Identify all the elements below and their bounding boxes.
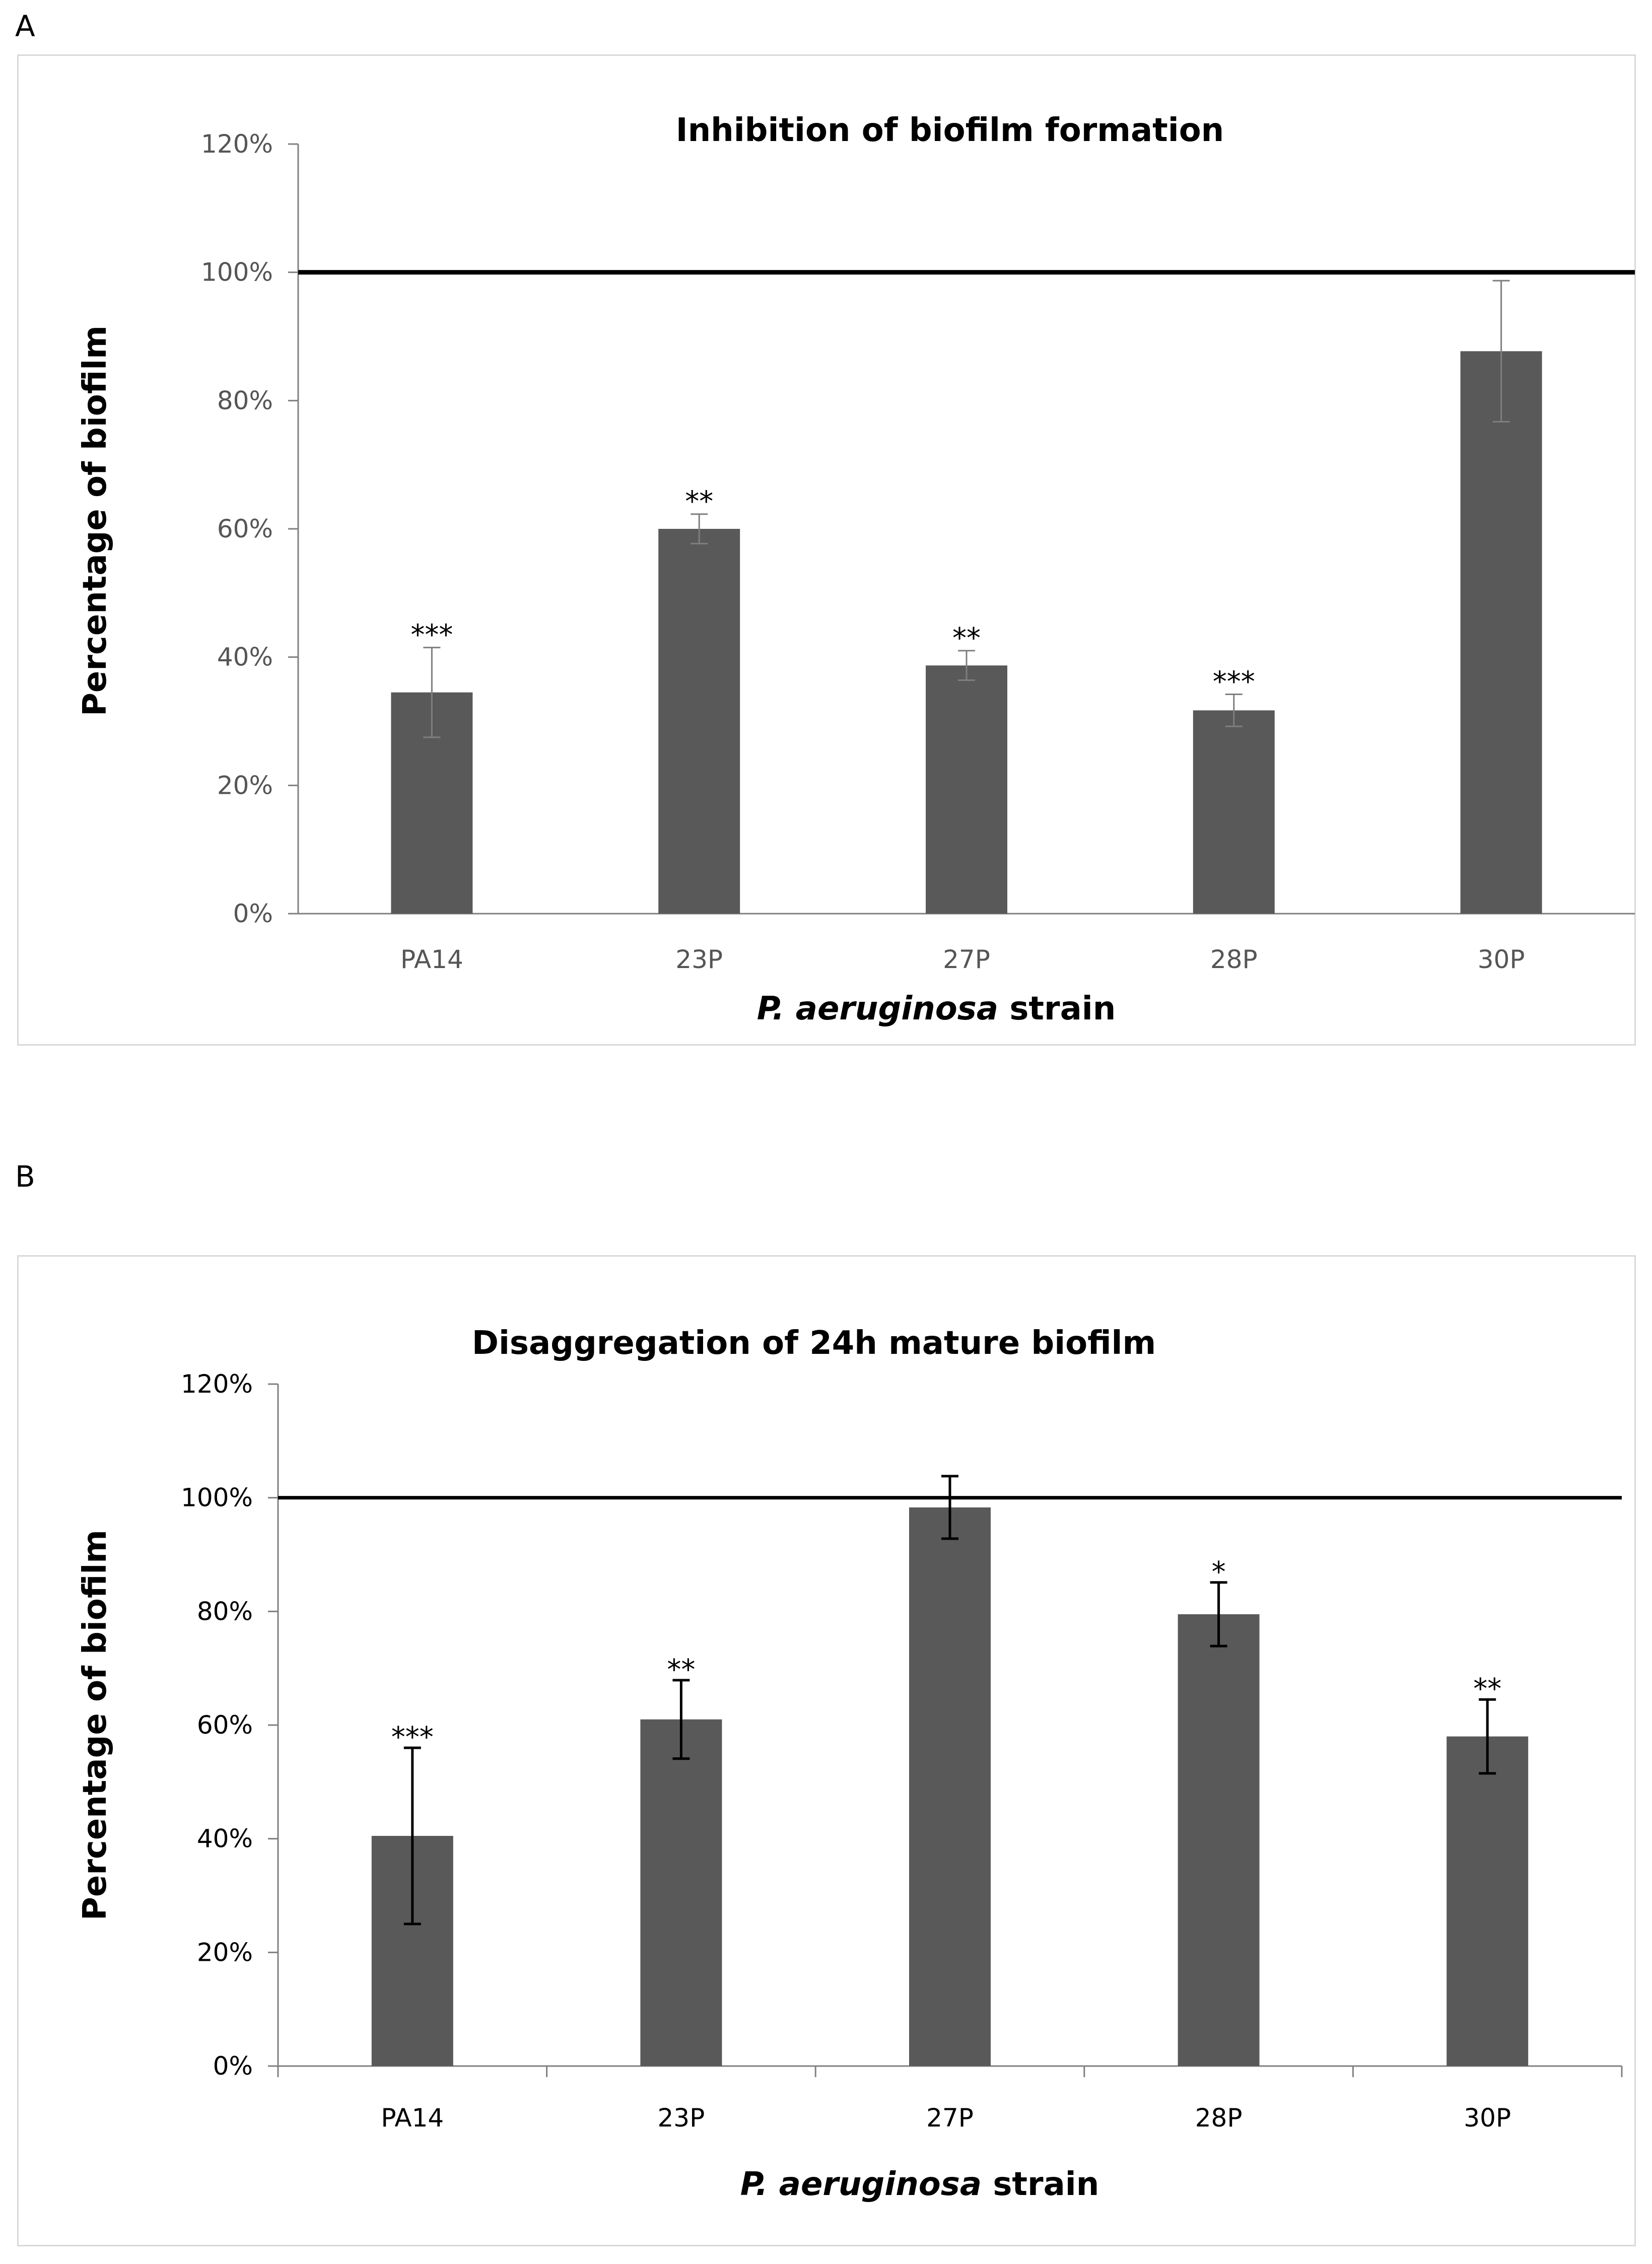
chart-a-y-tick-label: 60%: [217, 514, 273, 543]
chart-a-y-tick-label: 0%: [233, 899, 273, 928]
chart-b-y-tick-label: 80%: [197, 1597, 253, 1626]
chart-b-x-tick-label: PA14: [381, 2103, 444, 2133]
chart-a-significance-label: **: [685, 486, 713, 518]
chart-b-x-tick-label: 30P: [1464, 2103, 1511, 2133]
chart-b-y-tick-label: 40%: [197, 1824, 253, 1854]
chart-a-bar: [926, 665, 1007, 914]
chart-a-y-tick-label: 40%: [217, 643, 273, 672]
chart-frame-b: [17, 1255, 1636, 2246]
chart-a-bar: [658, 529, 740, 914]
panel-letter-a: A: [15, 9, 35, 43]
chart-b-x-tick-label: 23P: [658, 2103, 705, 2133]
chart-a-significance-label: **: [952, 622, 981, 655]
chart-a-y-tick-label: 20%: [217, 771, 273, 800]
chart-a-x-tick-label: 27P: [943, 945, 990, 974]
chart-a-x-tick-label: 23P: [675, 945, 723, 974]
chart-b-bar: [1447, 1736, 1529, 2066]
chart-a-x-label-species: P. aeruginosa: [757, 990, 998, 1027]
chart-a-bar: [1193, 710, 1275, 914]
chart-b-y-tick-label: 120%: [181, 1369, 253, 1399]
chart-b-x-tick-label: 27P: [926, 2103, 974, 2133]
chart-b-x-tick-label: 28P: [1195, 2103, 1243, 2133]
chart-b-significance-label: *: [1212, 1556, 1226, 1589]
chart-b-x-label-rest: strain: [982, 2166, 1099, 2203]
chart-a-significance-label: ***: [410, 619, 453, 652]
chart-a-x-tick-label: 30P: [1478, 945, 1525, 974]
chart-a-y-label: Percentage of biofilm: [77, 325, 114, 716]
chart-a-y-tick-label: 120%: [201, 129, 273, 159]
chart-a-x-label-rest: strain: [998, 990, 1116, 1027]
chart-b-y-tick-label: 60%: [197, 1710, 253, 1740]
chart-a-x-tick-label: PA14: [400, 945, 463, 974]
chart-b-title: Disaggregation of 24h mature biofilm: [472, 1325, 1156, 1362]
chart-b-y-tick-label: 100%: [181, 1483, 253, 1513]
panel-letter-b: B: [15, 1159, 35, 1194]
chart-b-y-tick-label: 0%: [213, 2051, 253, 2081]
chart-frame-a: [17, 54, 1636, 1046]
chart-a-bar: [1460, 351, 1542, 914]
chart-b-bar: [640, 1719, 722, 2066]
chart-b-bar: [1178, 1614, 1260, 2066]
chart-b-significance-label: **: [667, 1654, 695, 1686]
chart-a-x-tick-label: 28P: [1210, 945, 1258, 974]
chart-b-y-tick-label: 20%: [197, 1938, 253, 1967]
chart-b-bar: [909, 1507, 991, 2066]
chart-b-x-label-species: P. aeruginosa: [740, 2166, 982, 2203]
chart-a-y-tick-label: 100%: [201, 258, 273, 287]
chart-a-x-label: P. aeruginosa strain: [757, 990, 1116, 1027]
chart-a-title: Inhibition of biofilm formation: [676, 112, 1224, 149]
chart-b-y-label: Percentage of biofilm: [77, 1530, 114, 1920]
chart-b-x-label: P. aeruginosa strain: [740, 2166, 1099, 2203]
chart-a-y-tick-label: 80%: [217, 386, 273, 415]
chart-a-significance-label: ***: [1213, 666, 1255, 699]
chart-b-significance-label: ***: [391, 1721, 434, 1754]
chart-b-significance-label: **: [1473, 1673, 1501, 1705]
